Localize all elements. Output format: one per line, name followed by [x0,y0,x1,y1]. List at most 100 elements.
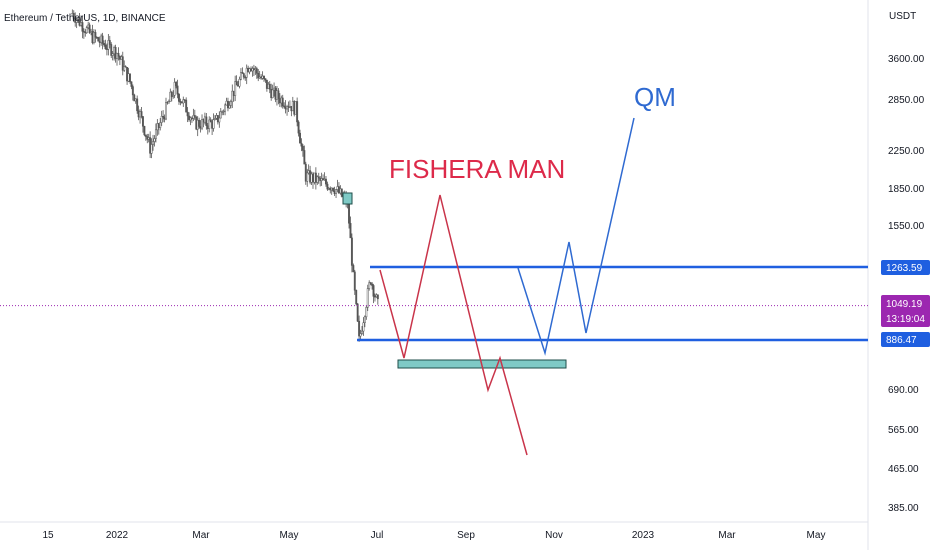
candle-body [180,101,183,104]
candle-body [325,178,327,185]
candle-body [114,47,117,59]
candle-body [95,36,98,39]
resistance-tag-text: 1263.59 [886,263,923,274]
candle-body [178,93,180,102]
candle-body [166,102,169,104]
candle-body [104,44,107,50]
candle-body [214,117,216,121]
candle-body [286,106,288,110]
candle-body [330,187,333,191]
candle-body [296,101,299,123]
candle-body [175,82,178,87]
last-price-tag[interactable]: 1049.19 13:19:04 [881,295,930,327]
candle-body [124,66,127,68]
candle-body [84,31,87,34]
y-tick-label: 1850.00 [888,184,925,195]
candle-body [280,97,283,104]
qm-projection-path[interactable] [517,117,635,356]
candle-body [294,101,297,115]
candle-body [353,271,356,291]
candle-body [371,283,374,286]
candle-body [227,100,229,109]
candle-body [326,183,329,190]
support-tag-bg [881,332,930,347]
fishera-projection-path[interactable] [379,194,528,456]
candle-body [235,81,238,86]
candle-body [209,119,212,123]
candle-body [362,322,365,332]
candle-body [309,170,312,183]
support-price-tag[interactable]: 886.47 [881,332,930,347]
candle-body [313,172,316,183]
candle-body [208,119,211,129]
candle-body [196,119,199,130]
candle-body [372,285,375,297]
candle-body [224,104,227,112]
candle-body [314,172,317,183]
support-tag-text: 886.47 [886,335,917,346]
candle-body [113,47,116,54]
candle-body [241,72,244,74]
candle-body [211,121,214,129]
candle-body [105,48,108,50]
candle-body [225,100,228,106]
candle-body [100,35,103,43]
candle-body [252,68,255,70]
candle-body [188,115,191,121]
candle-body [322,178,325,181]
candle-body [365,307,368,318]
candle-body [277,90,280,99]
candle-body [205,116,208,126]
candle-body [123,66,126,71]
candle-body [192,115,195,119]
candle-body [82,31,85,33]
fishera-man-label[interactable]: FISHERA MAN [389,154,565,184]
candle-body [257,73,260,79]
candle-body [319,177,322,181]
candle-body [332,187,335,192]
candle-body [170,91,173,97]
y-tick-label: 3600.00 [888,54,925,65]
candle-body [130,81,133,87]
candle-body [182,99,185,104]
candle-body [335,189,337,194]
candle-body [337,186,340,194]
candle-body [234,81,237,96]
candle-body [91,31,94,43]
candle-body [111,53,114,56]
candle-body [374,296,376,298]
candle-body [361,330,363,334]
x-tick-label: May [280,530,299,541]
candle-body [88,24,91,34]
candle-body [264,78,267,81]
small-zone-box[interactable] [342,192,353,205]
candle-body [126,67,129,82]
candle-body [340,188,343,197]
candle-body [349,223,352,239]
candle-body [75,19,78,23]
candle-body [284,106,287,110]
candle-body [107,40,110,50]
candle-body [232,90,235,96]
candle-body [183,99,186,101]
qm-label[interactable]: QM [634,82,676,112]
candle-body [131,86,134,96]
candle-body [250,68,252,72]
candle-body [97,37,100,42]
candle-body [228,105,231,109]
candle-body [244,76,247,79]
candle-body [127,73,130,82]
x-tick-label: 2022 [106,530,129,541]
symbol-title[interactable]: Ethereum / TetherUS, 1D, BINANCE [4,13,166,24]
candle-body [218,117,221,123]
candle-body [287,106,290,108]
candle-body [179,101,182,103]
candle-body [78,17,81,26]
candle-body [221,111,224,113]
resistance-price-tag[interactable]: 1263.59 [881,260,930,275]
candle-body [301,145,304,151]
candlestick-series [71,9,379,342]
x-tick-label: Nov [545,530,563,541]
candle-body [229,101,232,106]
